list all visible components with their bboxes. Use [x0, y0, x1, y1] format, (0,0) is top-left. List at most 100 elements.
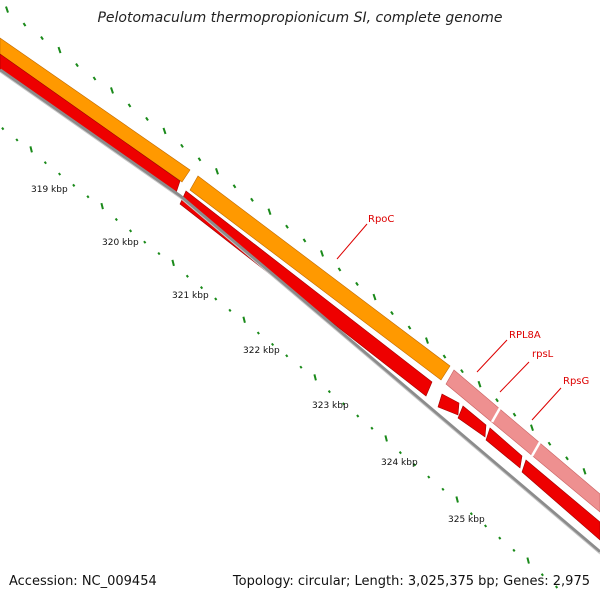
gc-content-tick: [197, 157, 202, 162]
gc-content-tick: [407, 325, 412, 330]
scale-tick: [327, 389, 331, 394]
scale-tick: [427, 475, 431, 479]
scale-tick: [86, 195, 90, 199]
scale-tick: [143, 240, 147, 244]
gc-content-track: [5, 6, 587, 475]
accession-label: Accession: NC_009454: [9, 574, 157, 589]
gc-content-tick: [75, 62, 79, 68]
scale-tick: [398, 451, 402, 455]
feature-track-inner: [0, 53, 600, 541]
scale-tick: [512, 548, 516, 552]
feature-divider: [530, 441, 542, 457]
gc-content-tick: [215, 168, 219, 175]
gc-content-tick: [285, 224, 289, 229]
scale-tick: [498, 536, 502, 540]
gc-content-tick: [582, 467, 587, 475]
gc-content-tick: [110, 87, 114, 94]
scale-label-321: 321 kbp: [172, 291, 209, 301]
gc-content-tick: [530, 424, 534, 432]
gc-content-tick: [250, 197, 254, 202]
scale-tick: [384, 435, 388, 442]
gc-content-tick: [372, 293, 377, 301]
rpsg-leader-line: [531, 387, 562, 421]
gc-content-tick: [337, 267, 342, 272]
scale-tick: [526, 557, 530, 564]
scale-tick: [29, 146, 33, 153]
gc-content-tick: [477, 380, 482, 388]
gc-content-tick: [302, 238, 307, 243]
scale-tick: [554, 585, 559, 589]
scale-tick: [171, 259, 175, 267]
scale-tick: [356, 414, 360, 418]
scale-tick: [57, 172, 62, 176]
scale-tick: [157, 251, 161, 256]
scale-tick: [412, 463, 417, 467]
rpoc-feature-inner-arrow[interactable]: [0, 53, 181, 194]
rpsg-feature-arrow-2[interactable]: [521, 459, 600, 541]
gc-content-tick: [425, 337, 429, 344]
scale-label-322: 322 kbp: [243, 346, 280, 356]
gc-content-tick: [162, 127, 167, 135]
gc-content-tick: [57, 46, 62, 54]
genome-backbone-highlight: [0, 71, 600, 555]
rpsl-leader-line: [499, 361, 530, 393]
scale-labels: 319 kbp 320 kbp 321 kbp 322 kbp 323 kbp …: [31, 185, 485, 525]
gc-content-tick: [22, 22, 27, 27]
gene-labels: RpoC RPL8A rpsL RpsG: [336, 214, 589, 421]
gc-content-tick: [40, 36, 44, 41]
scale-tick: [285, 354, 289, 358]
gene-label-rpl8a[interactable]: RPL8A: [509, 330, 541, 341]
scale-tick: [1, 126, 5, 131]
rpoc-feature-outer-segment-2[interactable]: [189, 175, 451, 381]
scale-tick: [214, 297, 218, 301]
gc-content-tick: [232, 184, 237, 189]
gene-label-rpsg[interactable]: RpsG: [563, 376, 589, 387]
gc-content-tick: [180, 143, 184, 148]
gene-label-rpoc[interactable]: RpoC: [368, 214, 394, 225]
feature-track-outer: [0, 37, 600, 513]
gc-content-tick: [460, 369, 464, 374]
gc-content-tick: [92, 76, 97, 81]
scale-label-319: 319 kbp: [31, 185, 68, 195]
scale-tick: [455, 496, 459, 503]
feature-divider: [490, 407, 502, 423]
scale-tick: [15, 138, 19, 142]
scale-tick: [72, 183, 76, 187]
scale-tick: [270, 342, 275, 347]
scale-tick: [256, 331, 260, 335]
gc-content-tick: [390, 310, 394, 316]
gc-content-tick: [512, 412, 517, 417]
scale-tick: [483, 524, 488, 528]
scale-tick: [540, 573, 544, 577]
genome-summary: Topology: circular; Length: 3,025,375 bp…: [232, 574, 590, 589]
rpoc-feature-outer-segment-1[interactable]: [0, 37, 191, 183]
rpsl-feature-arrow[interactable]: [457, 405, 487, 438]
rpl8a-feature-arrow[interactable]: [437, 393, 460, 416]
scale-tick: [313, 374, 317, 381]
scale-tick: [114, 217, 118, 222]
rpl8a-rpsl-feature-outer[interactable]: [445, 369, 600, 513]
gc-content-tick: [355, 281, 359, 287]
gc-content-tick: [145, 116, 149, 121]
scale-label-325: 325 kbp: [448, 515, 485, 525]
scale-label-320: 320 kbp: [102, 238, 139, 248]
gc-content-tick: [547, 441, 552, 446]
rpoc-leader-line: [336, 223, 368, 260]
gc-content-tick: [320, 250, 324, 257]
gc-content-tick: [565, 456, 569, 461]
gc-content-tick: [5, 6, 9, 13]
gene-label-rpsl[interactable]: rpsL: [532, 349, 554, 360]
scale-ticks: [1, 126, 559, 589]
scale-tick: [299, 365, 303, 369]
scale-label-323: 323 kbp: [312, 401, 349, 411]
genome-backbone: [0, 68, 600, 554]
rpsg-feature-arrow-1[interactable]: [485, 427, 523, 469]
scale-tick: [469, 512, 473, 516]
scale-tick: [228, 308, 232, 312]
scale-tick: [242, 316, 246, 323]
gc-content-tick: [442, 354, 447, 359]
scale-tick: [341, 402, 346, 406]
rpl8a-leader-line: [476, 339, 508, 373]
scale-label-324: 324 kbp: [381, 458, 418, 468]
